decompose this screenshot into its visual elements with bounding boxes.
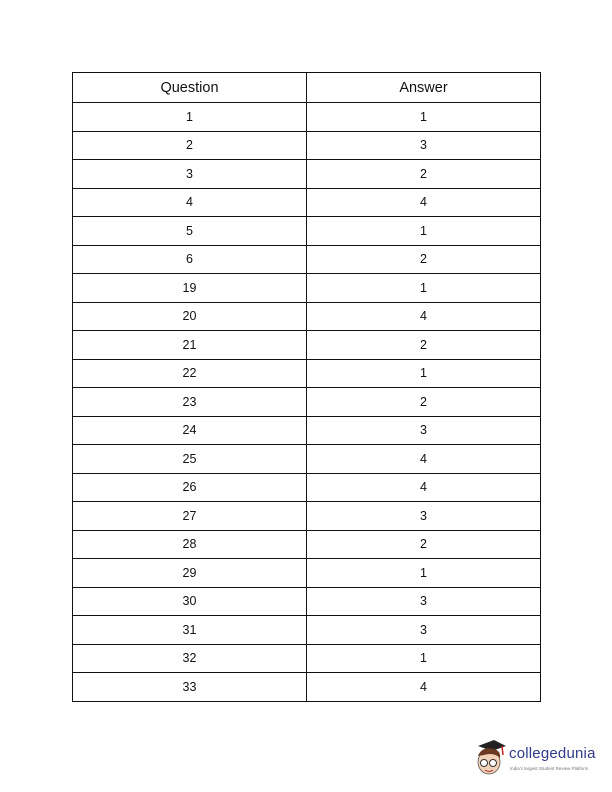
answer-cell: 1 xyxy=(306,358,541,388)
answer-cell: 2 xyxy=(306,387,541,417)
table-row: 27 3 xyxy=(72,501,541,531)
question-cell: 24 xyxy=(72,415,307,445)
answer-cell: 3 xyxy=(306,501,541,531)
answer-cell: 2 xyxy=(306,159,541,189)
question-cell: 1 xyxy=(72,102,307,132)
question-cell: 29 xyxy=(72,558,307,588)
question-cell: 2 xyxy=(72,130,307,160)
answer-cell: 3 xyxy=(306,615,541,645)
question-cell: 25 xyxy=(72,444,307,474)
question-cell: 6 xyxy=(72,244,307,274)
question-cell: 21 xyxy=(72,330,307,360)
question-cell: 19 xyxy=(72,273,307,303)
question-cell: 5 xyxy=(72,216,307,246)
answer-cell: 4 xyxy=(306,672,541,702)
question-cell: 22 xyxy=(72,358,307,388)
question-cell: 26 xyxy=(72,472,307,502)
logo-brand-text: collegedunia xyxy=(509,745,596,762)
answer-cell: 3 xyxy=(306,415,541,445)
answer-cell: 3 xyxy=(306,586,541,616)
table-row: 23 2 xyxy=(72,387,541,417)
answer-cell: 2 xyxy=(306,529,541,559)
table-row: 30 3 xyxy=(72,586,541,616)
answer-cell: 1 xyxy=(306,643,541,673)
table-row: 22 1 xyxy=(72,358,541,388)
header-question: Question xyxy=(72,72,307,103)
table-row: 33 4 xyxy=(72,672,541,702)
question-cell: 28 xyxy=(72,529,307,559)
table-row: 29 1 xyxy=(72,558,541,588)
answer-cell: 4 xyxy=(306,472,541,502)
question-cell: 30 xyxy=(72,586,307,616)
question-cell: 4 xyxy=(72,187,307,217)
question-cell: 31 xyxy=(72,615,307,645)
mascot-icon xyxy=(477,740,506,775)
question-cell: 32 xyxy=(72,643,307,673)
answer-cell: 1 xyxy=(306,273,541,303)
answer-cell: 1 xyxy=(306,216,541,246)
answer-cell: 3 xyxy=(306,130,541,160)
table-row: 24 3 xyxy=(72,415,541,445)
table-row: 19 1 xyxy=(72,273,541,303)
header-answer: Answer xyxy=(306,72,541,103)
answer-cell: 1 xyxy=(306,102,541,132)
logo-tagline: India's largest Student Review Platform xyxy=(510,766,589,771)
answer-key-table: Question Answer 1 1 2 3 3 2 4 4 5 1 6 2 19 1 20 4 21 2 22 1… xyxy=(72,72,541,702)
table-row: 20 4 xyxy=(72,301,541,331)
answer-cell: 4 xyxy=(306,187,541,217)
table-row: 28 2 xyxy=(72,529,541,559)
answer-cell: 4 xyxy=(306,444,541,474)
question-cell: 33 xyxy=(72,672,307,702)
question-cell: 27 xyxy=(72,501,307,531)
table-row: 26 4 xyxy=(72,472,541,502)
question-cell: 23 xyxy=(72,387,307,417)
table-header-row: Question Answer xyxy=(72,72,541,103)
collegedunia-logo xyxy=(474,738,604,780)
question-cell: 20 xyxy=(72,301,307,331)
question-cell: 3 xyxy=(72,159,307,189)
table-row: 32 1 xyxy=(72,643,541,673)
answer-cell: 2 xyxy=(306,330,541,360)
table-row: 21 2 xyxy=(72,330,541,360)
answer-cell: 1 xyxy=(306,558,541,588)
table-body: 1 1 2 3 3 2 4 4 5 1 6 2 19 1 20 4 21 2 22 1 23 2 24 3 25 4 26 4 27 3 2… xyxy=(72,102,541,702)
answer-cell: 2 xyxy=(306,244,541,274)
table-row: 25 4 xyxy=(72,444,541,474)
table-row: 31 3 xyxy=(72,615,541,645)
answer-cell: 4 xyxy=(306,301,541,331)
